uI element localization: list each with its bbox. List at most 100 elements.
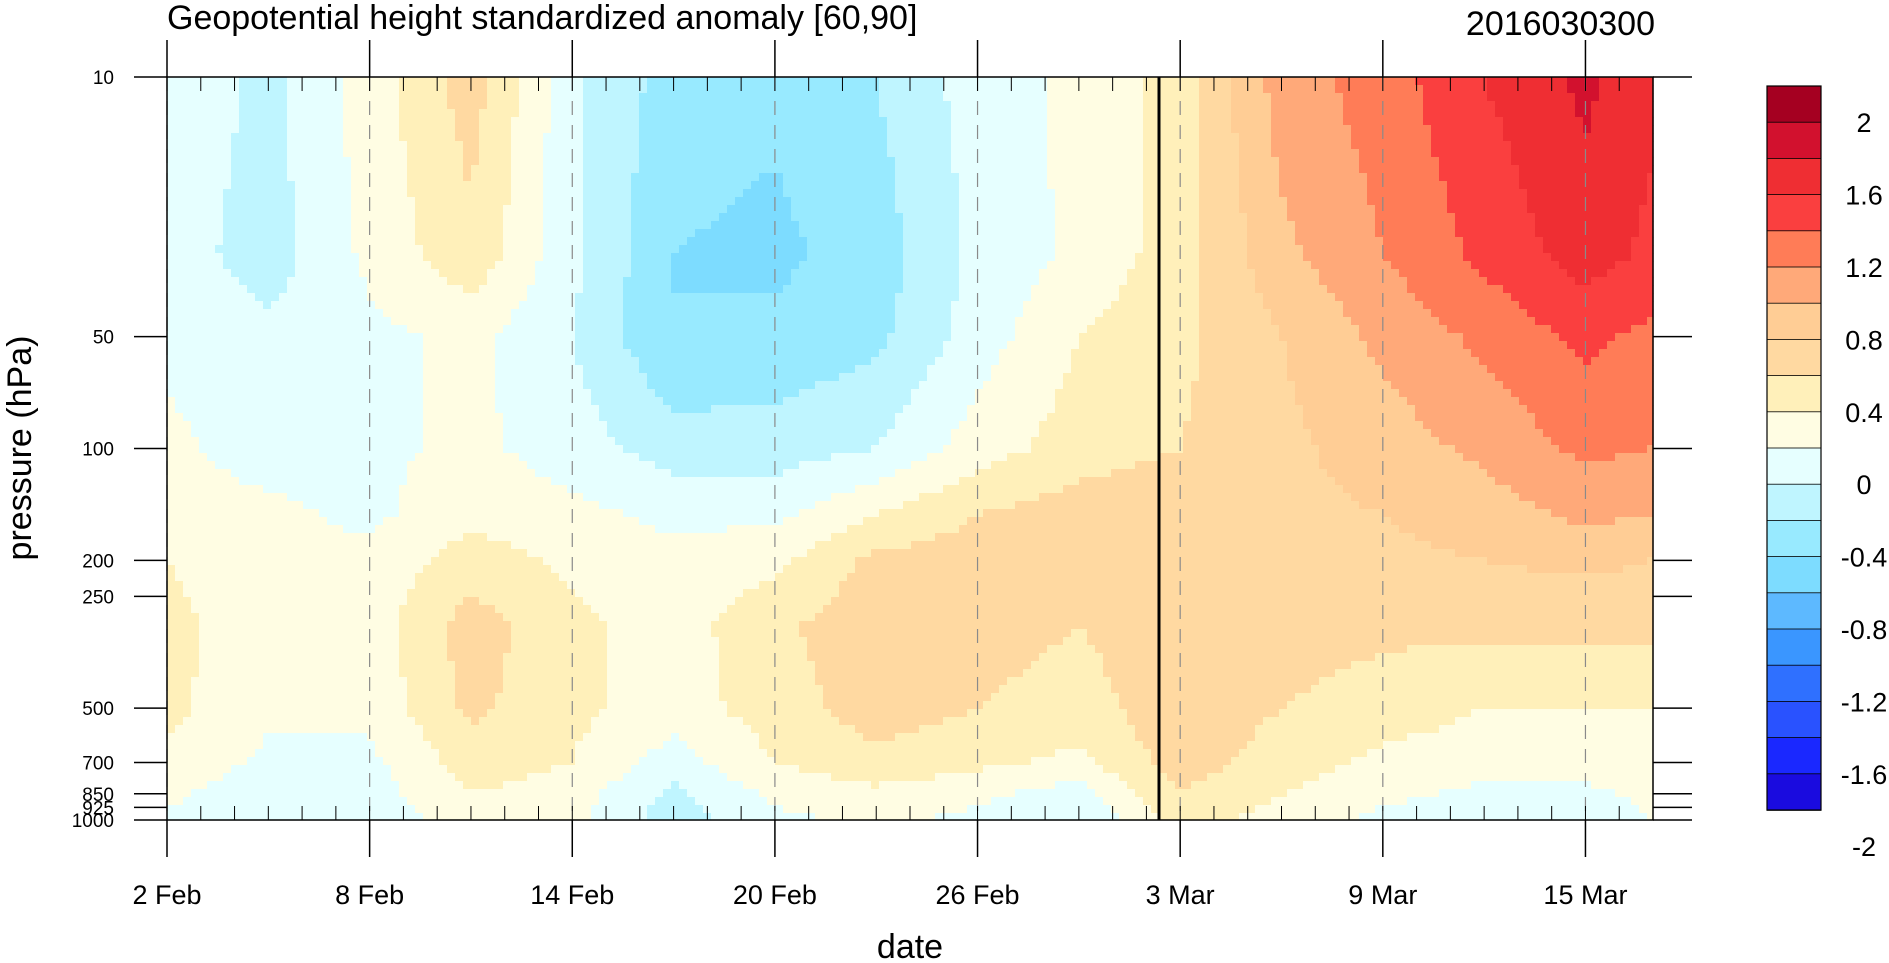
field-cell (855, 181, 864, 190)
field-cell (991, 205, 1000, 214)
field-cell (207, 229, 216, 238)
field-cell (663, 93, 672, 102)
field-cell (1607, 125, 1616, 134)
field-cell (223, 109, 232, 118)
field-cell (1351, 93, 1360, 102)
field-cell (407, 237, 416, 246)
field-cell (1591, 221, 1600, 230)
field-cell (983, 205, 992, 214)
field-cell (1191, 173, 1200, 182)
field-cell (1111, 125, 1120, 134)
field-cell (1215, 277, 1224, 286)
field-cell (623, 221, 632, 230)
field-cell (1199, 149, 1208, 158)
field-cell (1279, 277, 1288, 286)
field-cell (1511, 93, 1520, 102)
field-cell (399, 261, 408, 270)
field-cell (799, 189, 808, 198)
field-cell (1079, 101, 1088, 110)
field-cell (391, 141, 400, 150)
field-cell (911, 125, 920, 134)
field-cell (559, 197, 568, 206)
field-cell (727, 101, 736, 110)
field-cell (911, 245, 920, 254)
field-cell (1263, 117, 1272, 126)
field-cell (1311, 245, 1320, 254)
field-cell (1543, 165, 1552, 174)
field-cell (1023, 245, 1032, 254)
field-cell (623, 277, 632, 286)
field-cell (1551, 125, 1560, 134)
field-cell (183, 261, 192, 270)
field-cell (1119, 149, 1128, 158)
field-cell (1535, 157, 1544, 166)
field-cell (967, 181, 976, 190)
field-cell (1319, 93, 1328, 102)
field-cell (231, 77, 240, 86)
field-cell (1407, 101, 1416, 110)
field-cell (1391, 173, 1400, 182)
field-cell (1375, 189, 1384, 198)
field-cell (687, 157, 696, 166)
field-cell (1559, 237, 1568, 246)
field-cell (1463, 133, 1472, 142)
field-cell (455, 261, 464, 270)
field-cell (1183, 205, 1192, 214)
field-cell (535, 213, 544, 222)
field-cell (823, 269, 832, 278)
field-cell (1559, 181, 1568, 190)
field-cell (1047, 277, 1056, 286)
field-cell (927, 269, 936, 278)
field-cell (1215, 117, 1224, 126)
field-cell (1479, 149, 1488, 158)
field-cell (919, 109, 928, 118)
field-cell (1391, 109, 1400, 118)
field-cell (231, 269, 240, 278)
field-cell (351, 141, 360, 150)
field-cell (487, 261, 496, 270)
field-cell (423, 133, 432, 142)
field-cell (1367, 109, 1376, 118)
field-cell (783, 149, 792, 158)
field-cell (295, 165, 304, 174)
field-cell (863, 237, 872, 246)
field-cell (727, 93, 736, 102)
field-cell (207, 245, 216, 254)
field-cell (911, 269, 920, 278)
field-cell (503, 229, 512, 238)
field-cell (623, 125, 632, 134)
field-cell (279, 173, 288, 182)
field-cell (1199, 125, 1208, 134)
field-cell (1575, 165, 1584, 174)
field-cell (983, 229, 992, 238)
field-cell (511, 269, 520, 278)
field-cell (759, 237, 768, 246)
field-cell (999, 157, 1008, 166)
field-cell (575, 93, 584, 102)
field-cell (167, 221, 176, 230)
field-cell (1647, 125, 1654, 134)
field-cell (1103, 229, 1112, 238)
field-cell (1007, 125, 1016, 134)
field-cell (823, 213, 832, 222)
field-cell (231, 101, 240, 110)
field-cell (983, 93, 992, 102)
field-cell (631, 77, 640, 86)
field-cell (935, 261, 944, 270)
field-cell (1207, 85, 1216, 94)
field-cell (439, 197, 448, 206)
field-cell (751, 269, 760, 278)
field-cell (791, 173, 800, 182)
field-cell (1479, 101, 1488, 110)
field-cell (1015, 101, 1024, 110)
field-cell (1623, 101, 1632, 110)
field-cell (943, 173, 952, 182)
field-cell (1295, 117, 1304, 126)
field-cell (759, 93, 768, 102)
field-cell (1151, 285, 1160, 294)
field-cell (1311, 125, 1320, 134)
field-cell (463, 93, 472, 102)
field-cell (287, 197, 296, 206)
field-cell (1503, 189, 1512, 198)
field-cell (231, 189, 240, 198)
